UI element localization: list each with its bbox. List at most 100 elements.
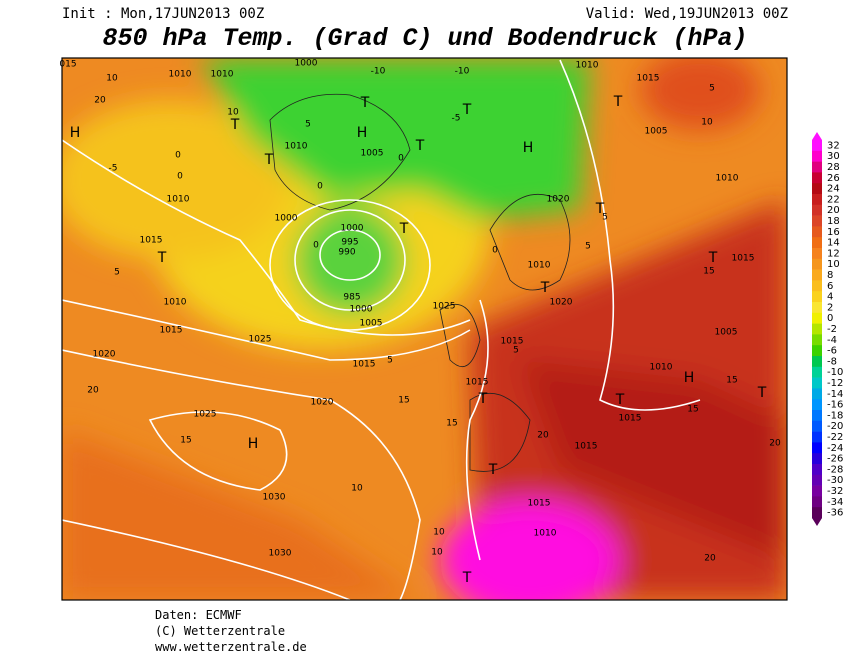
- contour-label: 5: [602, 213, 608, 223]
- contour-label: 1010: [285, 142, 308, 152]
- contour-label: 1015: [619, 414, 642, 424]
- pressure-center-label: T: [757, 385, 767, 401]
- pressure-center-label: T: [478, 391, 488, 407]
- contour-label: 1010: [650, 363, 673, 373]
- contour-label: 15: [446, 419, 457, 429]
- colorbar-label: -34: [827, 497, 843, 508]
- contour-label: 1015: [732, 254, 755, 264]
- contour-label: 985: [343, 293, 360, 303]
- colorbar-swatch: [812, 410, 822, 422]
- colorbar-label: 2: [827, 302, 833, 313]
- contour-label: 1010: [164, 298, 187, 308]
- contour-label: 1010: [528, 261, 551, 271]
- contour-label: 5: [709, 84, 715, 94]
- contour-label: 1010: [576, 61, 599, 71]
- colorbar-label: -14: [827, 389, 843, 400]
- colorbar-swatch: [812, 215, 822, 227]
- colorbar-swatch: [812, 172, 822, 184]
- colorbar-swatch: [812, 237, 822, 249]
- pressure-center-label: H: [248, 436, 259, 452]
- colorbar-label: 16: [827, 227, 840, 238]
- colorbar-label: 20: [827, 205, 840, 216]
- contour-label: 995: [341, 238, 358, 248]
- contour-label: 1030: [263, 493, 286, 503]
- contour-label: 1025: [249, 335, 272, 345]
- contour-label: 5: [387, 356, 393, 366]
- contour-label: 1010: [534, 529, 557, 539]
- footer-source: Daten: ECMWF: [155, 608, 242, 622]
- contour-label: 5: [513, 346, 519, 356]
- contour-label: 990: [338, 248, 355, 258]
- colorbar-label: -6: [827, 346, 837, 357]
- contour-label: 10: [701, 118, 713, 128]
- colorbar-swatch: [812, 356, 822, 368]
- pressure-center-label: T: [360, 95, 370, 111]
- contour-label: 15: [687, 405, 698, 415]
- colorbar-swatch: [812, 464, 822, 476]
- colorbar-label: -24: [827, 443, 843, 454]
- contour-label: 1015: [353, 360, 376, 370]
- colorbar-swatch: [812, 302, 822, 314]
- contour-label: 1020: [547, 195, 570, 205]
- contour-label: 10: [351, 484, 363, 494]
- colorbar-swatch: [812, 226, 822, 238]
- colorbar-label: 24: [827, 184, 840, 195]
- pressure-center-label: T: [399, 221, 409, 237]
- colorbar-label: -30: [827, 475, 843, 486]
- colorbar-swatch: [812, 345, 822, 357]
- colorbar-label: -12: [827, 378, 843, 389]
- pressure-center-label: T: [613, 94, 623, 110]
- colorbar-label: -26: [827, 454, 843, 465]
- contour-label: 1000: [295, 59, 318, 69]
- contour-label: 0: [177, 172, 183, 182]
- contour-label: 5: [305, 120, 311, 130]
- footer-url: www.wetterzentrale.de: [155, 640, 307, 654]
- colorbar-swatch: [812, 204, 822, 216]
- contour-label: 1005: [361, 149, 384, 159]
- contour-label: 0: [317, 182, 323, 192]
- colorbar-label: -28: [827, 464, 843, 475]
- contour-label: 1030: [269, 549, 292, 559]
- colorbar-swatch: [812, 507, 822, 519]
- colorbar-label: -18: [827, 410, 843, 421]
- map-frame: [61, 57, 788, 601]
- contour-label: 5: [585, 242, 591, 252]
- contour-label: 0: [398, 154, 404, 164]
- contour-label: 1015: [637, 74, 660, 84]
- contour-label: 0: [492, 246, 498, 256]
- valid-time: Valid: Wed,19JUN2013 00Z: [586, 6, 788, 22]
- contour-label: 1020: [93, 350, 116, 360]
- pressure-center-label: T: [230, 117, 240, 133]
- colorbar-label: 10: [827, 259, 840, 270]
- init-time: Init : Mon,17JUN2013 00Z: [62, 6, 264, 22]
- colorbar-swatch: [812, 420, 822, 432]
- contour-label: 1025: [433, 302, 456, 312]
- colorbar-label: -20: [827, 421, 843, 432]
- contour-label: 1020: [311, 398, 334, 408]
- colorbar-swatch: [812, 377, 822, 389]
- contour-label: 20: [769, 439, 781, 449]
- colorbar-swatch: [812, 485, 822, 497]
- colorbar-label: -8: [827, 356, 837, 367]
- contour-label: 15: [398, 396, 409, 406]
- colorbar-swatch: [812, 312, 822, 324]
- contour-label: 20: [94, 96, 106, 106]
- colorbar-label: 8: [827, 270, 833, 281]
- pressure-center-label: H: [357, 125, 368, 141]
- colorbar-label: 12: [827, 248, 840, 259]
- contour-label: 20: [87, 386, 99, 396]
- colorbar-swatch: [812, 161, 822, 173]
- colorbar-label: 32: [827, 140, 840, 151]
- colorbar-label: 30: [827, 151, 840, 162]
- colorbar-swatch: [812, 269, 822, 281]
- colorbar-swatch: [812, 140, 822, 152]
- colorbar-swatch: [812, 291, 822, 303]
- colorbar-swatch: [812, 248, 822, 260]
- contour-label: 10: [227, 108, 239, 118]
- contour-label: 10: [106, 74, 118, 84]
- contour-label: 1020: [550, 298, 573, 308]
- pressure-center-label: T: [708, 250, 718, 266]
- contour-label: -5: [109, 164, 118, 174]
- colorbar-label: 4: [827, 292, 833, 303]
